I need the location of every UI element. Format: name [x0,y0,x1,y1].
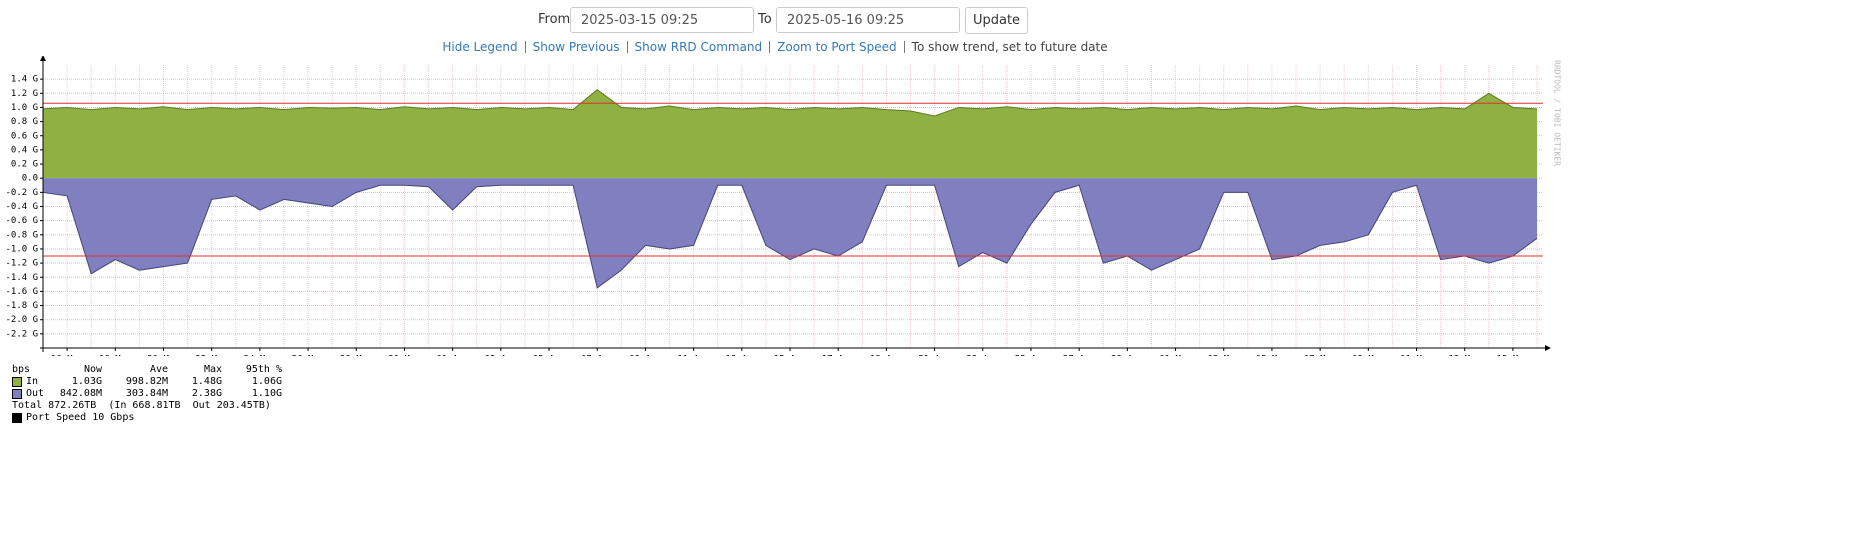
x-tick-label: 21 Apr [918,355,951,357]
legend-header-cell: Max [203,364,222,375]
watermark: RRDTOOL / TOBI OETIKER [1553,60,1562,166]
legend: bps Now Ave Max 95th % In 1.03G 998.82M 1.48G 1.0… [12,364,282,424]
update-button[interactable]: Update [965,7,1028,34]
y-tick-label: -0.4 G [5,202,38,212]
link[interactable]: Show RRD Command [634,40,763,54]
legend-header: bps Now Ave Max 95th % [12,364,282,376]
legend-cell: 842.08M [59,388,102,399]
legend-row: In 1.03G 998.82M 1.48G 1.06G [12,376,282,388]
y-tick-label: -0.2 G [5,188,38,198]
x-tick-label: 07 May [1304,355,1337,357]
y-tick-label: 0.2 G [11,160,38,170]
legend-header-cell: 95th % [245,364,282,375]
link-bar: Hide Legend Show Previous Show RRD Command… [0,40,1550,54]
x-tick-label: 05 May [1256,355,1289,357]
x-tick-label: 27 Apr [1063,355,1096,357]
y-tick-label: -2.2 G [5,329,38,339]
y-tick-label: -1.0 G [5,244,38,254]
x-tick-label: 03 May [1207,355,1240,357]
x-tick-label: 11 Apr [677,355,710,357]
legend-total: Total 872.26TB (In 668.81TB Out 203.45TB… [12,400,271,411]
y-tick-label: 1.2 G [11,89,38,99]
legend-cell: 998.82M [125,376,168,387]
x-tick-label: 20 Mar [147,355,180,357]
y-tick-label: -1.4 G [5,273,38,283]
legend-name: In [26,376,39,387]
legend-swatch [12,413,22,423]
link[interactable]: Hide Legend [442,40,518,54]
y-tick-label: -2.0 G [5,315,38,325]
separator [903,41,905,53]
legend-cell: 1.48G [191,376,222,387]
x-tick-label: 24 Mar [244,355,277,357]
y-tick-label: 0.4 G [11,145,38,155]
legend-header-cell: bps [12,364,31,375]
legend-name: Out [26,388,45,399]
series-line [42,89,1538,117]
x-tick-label: 17 Apr [822,355,855,357]
series-area [43,178,1537,288]
x-tick-label: 13 Apr [726,355,759,357]
legend-port-speed-label: Port Speed 10 Gbps [26,412,135,423]
x-tick-label: 30 Mar [388,355,421,357]
x-tick-label: 23 Apr [967,355,1000,357]
y-tick-label: -1.2 G [5,259,38,269]
legend-cell: 1.03G [71,376,102,387]
x-tick-label: 09 May [1352,355,1385,357]
link[interactable]: Show Previous [532,40,620,54]
x-tick-label: 28 Mar [340,355,373,357]
x-tick-label: 05 Apr [533,355,566,357]
x-tick-label: 01 Apr [436,355,469,357]
y-axis-arrow [40,56,46,61]
to-input[interactable]: 2025-05-16 09:25 [776,7,960,33]
legend-port-speed: Port Speed 10 Gbps [12,412,282,424]
legend-header-cell: Now [83,364,102,375]
note: To show trend, set to future date [911,40,1108,54]
x-tick-label: 15 May [1497,355,1530,357]
chart: 1.4 G 1.2 G 1.0 G 0.8 G 0.6 G 0.4 G 0.2 G 0.0 -0… [5,56,1562,357]
y-tick-label: -0.8 G [5,230,38,240]
legend-cell: 303.84M [125,388,168,399]
legend-row: Out 842.08M 303.84M 2.38G 1.10G [12,388,282,400]
x-tick-label: 16 Mar [51,355,84,357]
x-tick-label: 09 Apr [629,355,662,357]
x-tick-label: 07 Apr [581,355,614,357]
y-tick-label: 0.8 G [11,117,38,127]
from-input[interactable]: 2025-03-15 09:25 [570,7,754,33]
y-tick-label: 1.4 G [11,75,38,85]
x-tick-label: 26 Mar [292,355,325,357]
x-tick-label: 15 Apr [774,355,807,357]
legend-cell: 1.06G [251,376,282,387]
x-tick-label: 01 May [1159,355,1192,357]
y-tick-label: 1.0 G [11,103,38,113]
legend-header-cell: Ave [149,364,168,375]
legend-swatch [12,389,22,399]
x-tick-label: 03 Apr [485,355,518,357]
legend-swatch [12,377,22,387]
separator [769,41,771,53]
x-tick-label: 29 Apr [1111,355,1144,357]
y-tick-label: 0.0 [22,174,38,184]
series-line [42,184,1538,289]
y-tick-label: 0.6 G [11,131,38,141]
x-tick-label: 18 Mar [99,355,132,357]
series-area [43,89,1537,179]
x-tick-label: 11 May [1400,355,1433,357]
from-label: From [538,12,571,27]
y-tick-label: -1.6 G [5,287,38,297]
to-label: To [758,12,772,27]
x-tick-label: 22 Mar [195,355,228,357]
separator [626,41,628,53]
x-tick-label: 19 Apr [870,355,903,357]
link[interactable]: Zoom to Port Speed [777,40,897,54]
y-tick-label: -1.8 G [5,301,38,311]
x-tick-label: 25 Apr [1015,355,1048,357]
x-tick-label: 13 May [1448,355,1481,357]
legend-cell: 2.38G [191,388,222,399]
legend-cell: 1.10G [251,388,282,399]
y-tick-label: -0.6 G [5,216,38,226]
x-axis-arrow [1545,345,1551,351]
separator [524,41,526,53]
